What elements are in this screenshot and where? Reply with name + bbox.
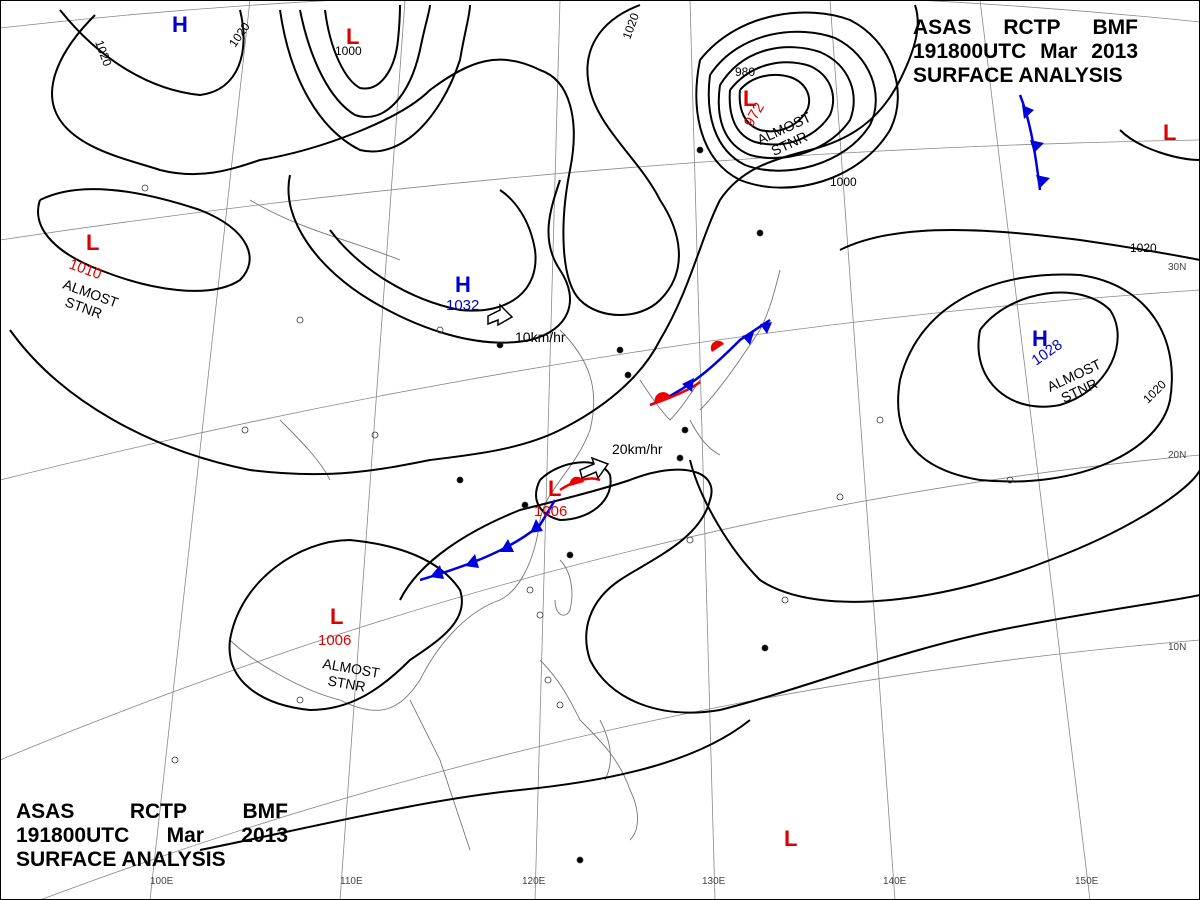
latitude-label: 20N: [1168, 450, 1186, 461]
footer-line-3: SURFACE ANALYSIS: [16, 848, 288, 872]
isobar-label: 980: [735, 65, 755, 79]
almost-stationary-note: ALMOSTSTNR: [755, 109, 821, 163]
warm-front-north: [649, 381, 701, 407]
low-center-marker: L: [86, 230, 99, 255]
header-title-block: ASAS RCTP BMF 191800UTC Mar 2013 SURFACE…: [913, 16, 1138, 88]
header-analysis-type: SURFACE ANALYSIS: [913, 64, 1123, 87]
header-line-2: 191800UTC Mar 2013: [913, 40, 1138, 64]
low-center-marker: L: [784, 826, 797, 851]
header-year: 2013: [1091, 40, 1138, 63]
pressure-value: 1006: [534, 503, 567, 520]
header-month: Mar: [1040, 40, 1078, 63]
warm-bumps-north: [654, 340, 724, 403]
low-center-marker: L: [743, 86, 756, 111]
longitude-label: 100E: [150, 876, 174, 887]
longitude-label: 120E: [522, 876, 546, 887]
high-center-marker: H: [455, 272, 471, 297]
pressure-value: 1006: [318, 632, 351, 649]
header-line-1: ASAS RCTP BMF: [913, 16, 1138, 40]
header-office: ASAS: [913, 16, 972, 39]
isobar-label: 1000: [335, 44, 362, 58]
coastlines: [229, 199, 781, 851]
longitude-label: 140E: [883, 876, 907, 887]
footer-time: 191800UTC: [16, 824, 130, 847]
fronts: [419, 94, 1050, 582]
longitude-label: 110E: [340, 876, 363, 887]
low-center-marker: L: [1163, 120, 1176, 145]
low-center-marker: L: [548, 476, 561, 501]
footer-year: 2013: [241, 824, 288, 847]
latitude-label: 10N: [1168, 642, 1186, 653]
isobars: [9, 4, 1200, 851]
high-center-marker: H: [172, 12, 188, 37]
almost-stationary-note: ALMOSTSTNR: [56, 276, 121, 326]
pressure-value: 1032: [446, 297, 479, 314]
isobar-label: 1020: [92, 38, 114, 68]
station-plots: [141, 146, 1014, 864]
footer-station: RCTP: [129, 800, 188, 823]
footer-title-block: ASAS RCTP BMF 191800UTC Mar 2013 SURFACE…: [16, 800, 288, 872]
footer-line-2: 191800UTC Mar 2013: [16, 824, 288, 848]
cold-front-triangles: [430, 519, 543, 579]
header-line-3: SURFACE ANALYSIS: [913, 64, 1138, 88]
almost-stationary-note: ALMOSTSTNR: [1045, 356, 1111, 410]
header-station: RCTP: [1003, 16, 1061, 39]
footer-code: BMF: [242, 800, 289, 823]
footer-office: ASAS: [16, 800, 75, 823]
cold-triangles-ne: [1022, 105, 1050, 188]
isobar-label: 1020: [1130, 241, 1157, 255]
latitude-label: 30N: [1168, 262, 1186, 273]
pressure-values: 1010 1032 972 1028 1006 1006: [67, 100, 1066, 649]
warm-front-bumps: [569, 476, 584, 486]
axis-labels: 100E 110E 120E 130E 140E 150E 30N 20N 10…: [150, 262, 1186, 887]
longitude-label: 130E: [702, 876, 726, 887]
footer-line-1: ASAS RCTP BMF: [16, 800, 288, 824]
movement-speed-label: 10km/hr: [515, 329, 566, 345]
center-notes: ALMOSTSTNR ALMOSTSTNR ALMOSTSTNR ALMOSTS…: [56, 109, 1111, 695]
low-center-marker: L: [346, 24, 359, 49]
header-time: 191800UTC: [913, 40, 1027, 63]
movement-arrows: 10km/hr 20km/hr: [487, 303, 663, 480]
pressure-centers: H L L H L L H L L L: [86, 12, 1176, 851]
header-code: BMF: [1092, 16, 1139, 39]
movement-arrow-icon: [579, 456, 610, 480]
isobar-label: 1000: [830, 175, 857, 189]
movement-speed-label: 20km/hr: [612, 441, 663, 457]
isobar-label: 1020: [226, 20, 253, 50]
footer-analysis-type: SURFACE ANALYSIS: [16, 848, 226, 871]
isobar-label: 1020: [1140, 377, 1169, 406]
footer-month: Mar: [166, 824, 204, 847]
isobar-label: 1020: [620, 11, 642, 41]
low-center-marker: L: [330, 604, 343, 629]
movement-arrow-icon: [487, 303, 514, 327]
high-center-marker: H: [1032, 326, 1048, 351]
longitude-label: 150E: [1075, 876, 1099, 887]
cold-triangles-north: [682, 322, 772, 392]
